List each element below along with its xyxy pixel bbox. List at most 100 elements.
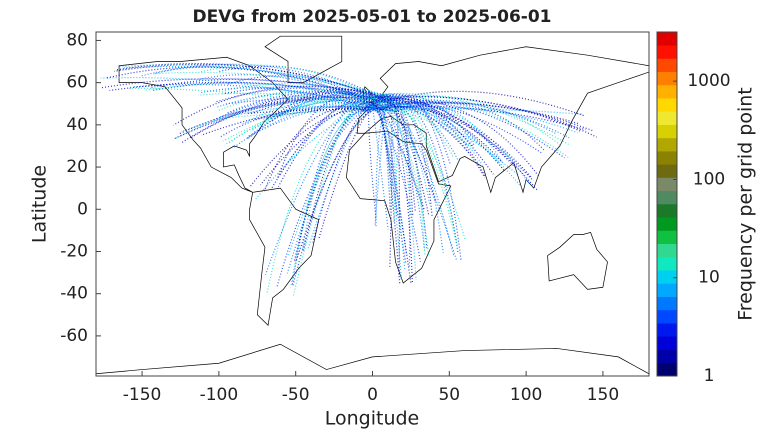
flight-track [395,103,544,151]
colorbar-segment [657,323,677,337]
flight-track [394,103,594,131]
colorbar-segment [657,256,677,271]
flight-track [215,88,391,105]
flight-track [179,96,391,134]
flight-track [219,66,395,107]
flight-track [117,64,392,101]
chart-title: DEVG from 2025-05-01 to 2025-06-01 [193,7,552,27]
flight-track [246,109,387,113]
flight-track [377,96,596,137]
flight-track [219,98,381,118]
flight-track [377,100,413,216]
flight-track [377,111,471,147]
flight-track [371,93,569,144]
flight-track [294,107,382,261]
flight-track [368,101,411,283]
flight-tracks [101,64,597,296]
flight-track [212,95,382,121]
flight-track [251,110,368,186]
flight-track [107,67,373,102]
flight-track [381,107,428,215]
flight-track [393,108,398,222]
flight-track [369,101,396,216]
flight-track [110,82,385,102]
flight-track [242,99,365,124]
flight-track [197,75,383,111]
x-tick-label: -50 [282,385,310,405]
colorbar-tick-label: 10 [698,268,720,288]
flight-track [367,105,485,178]
flight-track [390,104,435,201]
flight-track [365,100,468,153]
flight-track [377,104,406,253]
colorbar-segment [657,164,677,178]
x-tick-label: -150 [123,385,162,405]
flight-track [367,94,474,146]
colorbar-segment [657,243,677,258]
flight-track [248,93,378,138]
flight-track [392,105,460,164]
flight-track [387,103,537,190]
flight-track [181,106,370,131]
australia [548,232,608,289]
flight-track [365,97,568,158]
flight-track [234,103,393,148]
x-tick-label: 150 [587,385,619,405]
colorbar-segment [657,111,677,125]
colorbar-segment [657,190,677,205]
flight-track [247,100,386,138]
colorbar-segment [657,270,677,284]
x-tick-label: 50 [438,385,460,405]
colorbar-frame [656,31,678,377]
flight-track [384,99,538,176]
flight-track [387,102,579,124]
flight-track [260,102,392,185]
map-area [96,36,649,376]
flight-track [253,108,389,120]
colorbar-segment [657,283,677,297]
x-axis-label: Longitude [325,408,420,430]
flight-track [220,106,367,137]
y-tick-label: 60 [66,73,88,93]
colorbar-segment [657,230,677,244]
flight-track [173,97,391,139]
flight-track [200,88,380,112]
colorbar-segment [657,204,677,218]
flight-track [387,103,498,162]
flight-track [101,78,371,112]
flight-track [365,108,424,250]
flight-track [388,96,461,260]
flight-track [374,101,483,165]
flight-track [371,106,425,211]
colorbar-segment [657,217,677,231]
flight-track [267,107,380,295]
south-america [250,188,319,325]
flight-track [388,103,432,215]
flight-track [379,102,457,249]
flight-track [102,79,383,96]
x-tick-label: 0 [367,385,378,405]
x-tick-label: 100 [510,385,542,405]
flight-track [384,97,416,280]
flight-track [376,106,517,174]
flight-track [293,106,391,287]
flight-track [308,97,393,250]
coastlines [96,36,649,376]
colorbar-segment [657,151,677,165]
colorbar: 1 10 100 1000 [656,31,731,386]
flight-track [249,99,377,114]
colorbar-segment [657,124,677,139]
flight-track [371,97,581,132]
colorbar-segment [657,296,677,311]
flight-track [114,64,394,102]
colorbar-label: Frequency per grid point [735,87,757,321]
flight-track [391,96,561,145]
colorbar-segment [657,45,677,59]
flight-track [217,90,380,111]
y-tick-label: 40 [66,115,88,135]
flight-track [386,91,585,116]
flight-track [191,97,382,138]
flight-track [145,83,393,108]
colorbar-segment [657,137,677,152]
